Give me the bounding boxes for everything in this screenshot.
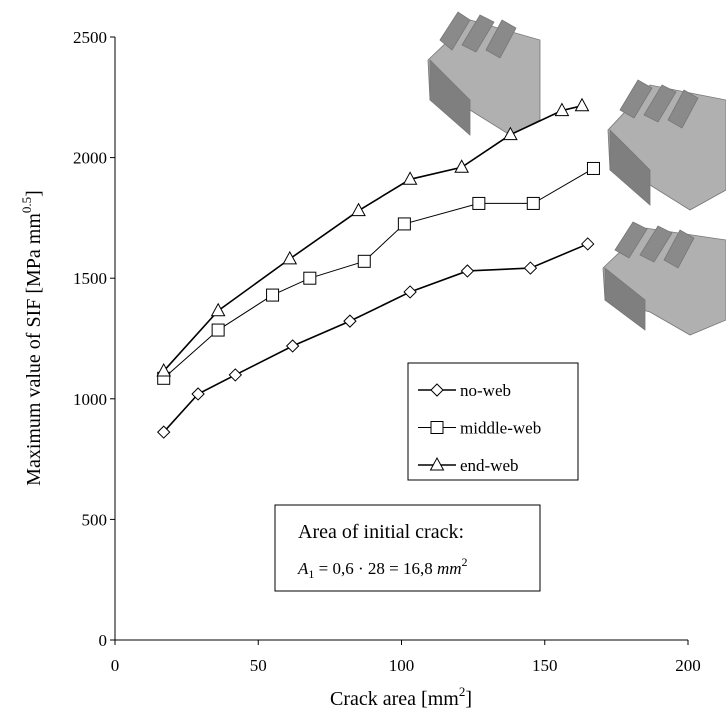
legend-marker	[431, 422, 443, 434]
y-tick-label: 0	[99, 631, 108, 650]
marker	[283, 252, 296, 264]
x-tick-label: 100	[389, 656, 415, 675]
marker	[352, 204, 365, 216]
marker	[587, 162, 599, 174]
y-label-sup: 0.5	[19, 197, 34, 213]
x-tick-label: 0	[111, 656, 120, 675]
y-tick-label: 500	[82, 510, 108, 529]
legend-label: no-web	[460, 381, 511, 400]
annotation-formula: A1 = 0,6 · 28 = 16,8 mm2	[297, 555, 468, 581]
x-axis-label: Crack area [mm2]	[330, 684, 472, 710]
formula-expression: = 0,6 · 28 = 16,8	[314, 559, 437, 578]
marker	[404, 286, 416, 298]
series-line	[164, 106, 582, 371]
formula-unit: mm	[437, 559, 462, 578]
y-label-text: Maximum value of SIF [MPa mm	[23, 213, 45, 486]
marker	[267, 289, 279, 301]
marker	[304, 272, 316, 284]
marker	[212, 324, 224, 336]
y-label-suffix: ]	[23, 190, 45, 197]
formula-symbol: A	[297, 559, 309, 578]
y-tick-label: 2000	[73, 149, 107, 168]
legend-label: end-web	[460, 456, 519, 475]
marker	[527, 197, 539, 209]
x-label-suffix: ]	[465, 688, 472, 710]
marker	[344, 315, 356, 327]
formula-sup: 2	[462, 555, 468, 569]
annotation-title: Area of initial crack:	[298, 521, 464, 543]
marker	[398, 218, 410, 230]
gear-image	[428, 12, 540, 135]
marker	[212, 304, 225, 316]
x-tick-label: 50	[250, 656, 267, 675]
gear-image	[603, 222, 726, 335]
marker	[582, 238, 594, 250]
y-tick-label: 1500	[73, 269, 107, 288]
marker	[229, 369, 241, 381]
y-axis-label: Maximum value of SIF [MPa mm0.5]	[19, 190, 45, 486]
annotation-box	[275, 505, 540, 591]
marker	[524, 262, 536, 274]
marker	[358, 255, 370, 267]
marker	[287, 340, 299, 352]
chart: Crack area [mm2] Maximum value of SIF [M…	[0, 0, 726, 719]
legend-label: middle-web	[460, 419, 541, 438]
y-tick-label: 1000	[73, 390, 107, 409]
x-label-text: Crack area [mm	[330, 688, 459, 710]
marker	[575, 99, 588, 111]
x-tick-label: 150	[532, 656, 558, 675]
x-tick-label: 200	[675, 656, 701, 675]
marker	[455, 160, 468, 172]
y-tick-label: 2500	[73, 28, 107, 47]
marker	[461, 265, 473, 277]
gear-image	[608, 80, 726, 210]
marker	[473, 197, 485, 209]
